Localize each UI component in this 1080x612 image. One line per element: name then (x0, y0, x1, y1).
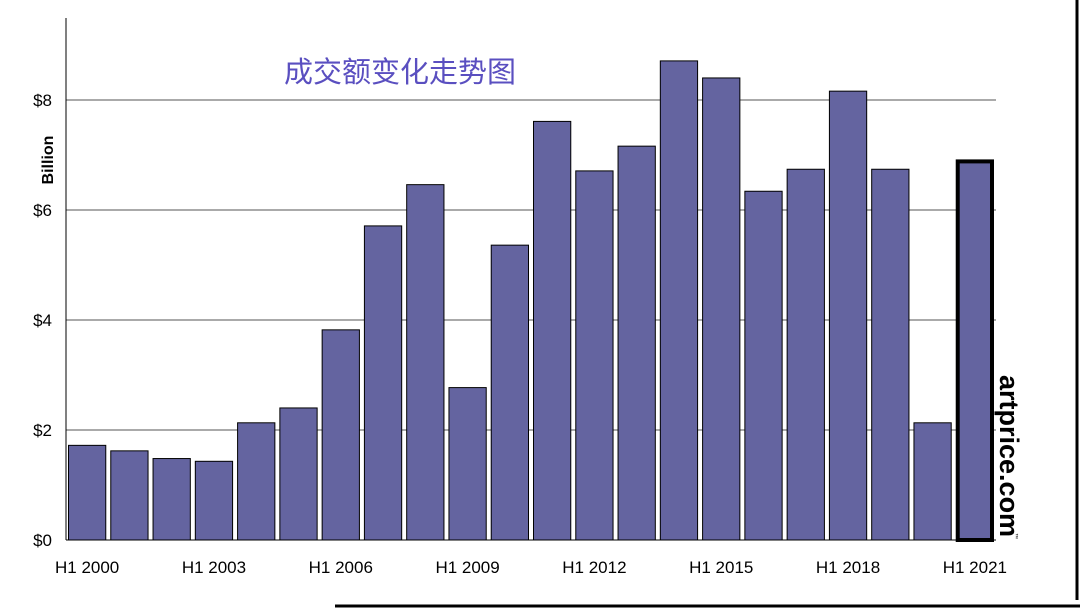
bar-h2-2006 (617, 145, 656, 541)
bar-h2-2001 (194, 460, 234, 541)
bars (68, 60, 995, 542)
y-axis-label: Billion (40, 136, 57, 185)
bar-h2-2003 (363, 225, 403, 541)
bar-h1-2004 (406, 184, 445, 541)
y-tick-label: $2 (33, 421, 52, 440)
bar-h2-2007 (702, 77, 741, 541)
bar-h2-2005 (533, 120, 572, 541)
y-tick-label: $0 (33, 531, 52, 550)
bar-h1-2008 (744, 190, 783, 541)
watermark-tm: ™ (1012, 533, 1019, 539)
y-tick-label: $6 (33, 201, 52, 220)
y-tick-label: $8 (33, 91, 52, 110)
bar-h1-2007 (659, 60, 699, 541)
x-tick-label: H1 2009 (435, 558, 499, 577)
bar-h2-2000 (110, 450, 149, 541)
x-tick-label: H1 2015 (689, 558, 753, 577)
bar-h2-2008 (786, 168, 825, 541)
bar-h2-2010 (955, 159, 995, 542)
bar-h1-2002 (237, 422, 276, 541)
bar-h1-2010 (913, 422, 952, 541)
x-tick-label: H1 2018 (816, 558, 880, 577)
bar-h1-2009 (828, 90, 868, 541)
x-tick-label: H1 2012 (562, 558, 626, 577)
watermark-text: artprice.com (994, 375, 1024, 537)
bar-h1-2001 (152, 458, 191, 541)
artprice-logo: artprice.com ™ (994, 375, 1024, 539)
bar-h1-2000 (68, 444, 107, 541)
y-tick-label: $4 (33, 311, 52, 330)
bar-h2-2002 (279, 407, 318, 541)
bar-h1-2003 (321, 329, 360, 541)
x-tick-label: H1 2003 (182, 558, 246, 577)
bar-h1-2006 (575, 170, 614, 541)
x-tick-labels: H1 2000 H1 2003 H1 2006 H1 2009 H1 2012 H1 20… (55, 558, 1007, 577)
x-tick-label: H1 2021 (943, 558, 1007, 577)
bar-h1-2005 (490, 244, 529, 541)
bar-h2-2009 (871, 168, 910, 541)
chart-title: 成交额变化走势图 (284, 55, 516, 89)
x-tick-label: H1 2000 (55, 558, 119, 577)
bar-h2-2004 (448, 387, 487, 541)
x-tick-label: H1 2006 (309, 558, 373, 577)
y-tick-labels: $0 $2 $4 $6 $8 (33, 91, 52, 550)
